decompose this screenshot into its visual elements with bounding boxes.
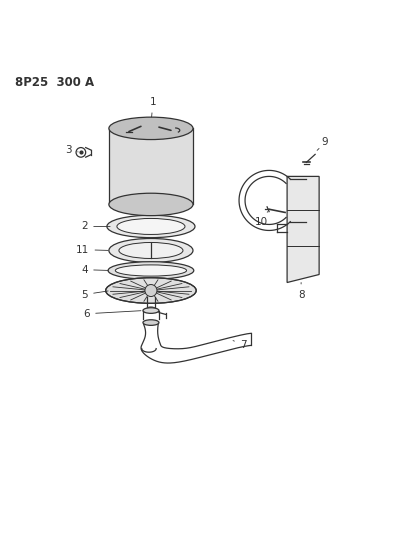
Polygon shape (109, 128, 192, 205)
Ellipse shape (109, 193, 192, 216)
Text: 8: 8 (297, 282, 304, 300)
Ellipse shape (105, 278, 196, 303)
Ellipse shape (107, 215, 194, 238)
Ellipse shape (115, 265, 186, 276)
Ellipse shape (143, 320, 159, 325)
Ellipse shape (109, 238, 192, 262)
Text: 3: 3 (65, 146, 78, 156)
Text: 1: 1 (149, 98, 156, 122)
Ellipse shape (119, 243, 183, 259)
Circle shape (145, 285, 157, 296)
Text: 5: 5 (81, 289, 108, 300)
Polygon shape (286, 176, 318, 282)
Text: 8P25  300 A: 8P25 300 A (15, 76, 94, 90)
Text: 9: 9 (316, 138, 328, 150)
Text: 10: 10 (254, 212, 267, 228)
Ellipse shape (108, 262, 193, 279)
Text: 4: 4 (81, 265, 108, 274)
Text: 2: 2 (81, 221, 110, 231)
Text: 7: 7 (232, 340, 246, 350)
Text: 11: 11 (76, 245, 108, 255)
Ellipse shape (143, 308, 159, 313)
Ellipse shape (109, 117, 192, 140)
Ellipse shape (117, 219, 185, 235)
Ellipse shape (147, 307, 155, 310)
Text: 6: 6 (83, 309, 141, 319)
